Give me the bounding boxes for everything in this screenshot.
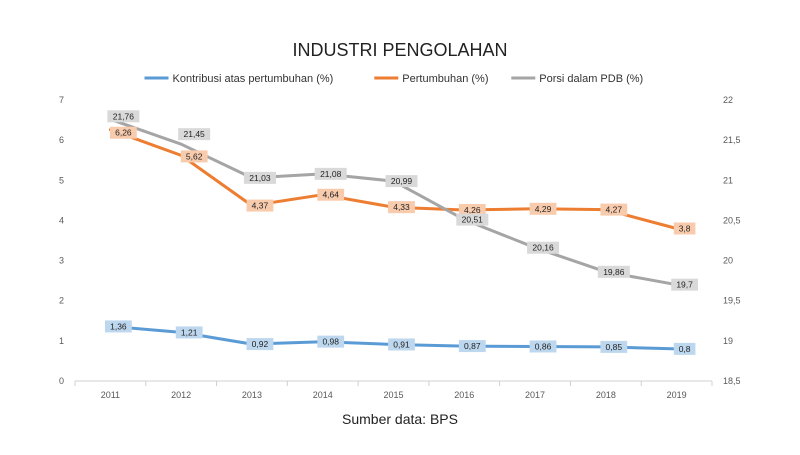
data-label: 4,26 bbox=[464, 205, 481, 215]
x-tick-label: 2016 bbox=[454, 390, 474, 400]
data-label-box bbox=[456, 213, 489, 226]
data-label: 21,76 bbox=[113, 111, 135, 121]
x-tick-label: 2012 bbox=[171, 390, 191, 400]
data-label-box bbox=[314, 167, 347, 180]
y-right-tick-label: 21,5 bbox=[723, 135, 741, 145]
chart-title: INDUSTRI PENGOLAHAN bbox=[292, 40, 507, 60]
data-label-box bbox=[385, 175, 418, 188]
y-right-tick-label: 19,5 bbox=[723, 296, 741, 306]
data-label-box bbox=[104, 320, 132, 333]
data-label-box bbox=[178, 128, 211, 141]
data-label-box bbox=[243, 171, 276, 184]
y-right-tick-label: 19 bbox=[723, 336, 733, 346]
x-tick-label: 2011 bbox=[101, 390, 120, 400]
data-label: 20,99 bbox=[391, 176, 413, 186]
y-left-tick-label: 6 bbox=[59, 135, 64, 145]
y-left-tick-label: 5 bbox=[59, 175, 64, 185]
data-label: 6,26 bbox=[115, 128, 132, 138]
data-label-box bbox=[597, 265, 630, 278]
data-label: 0,98 bbox=[322, 337, 339, 347]
x-tick-label: 2018 bbox=[596, 390, 616, 400]
x-tick-label: 2015 bbox=[383, 390, 403, 400]
data-label-box bbox=[388, 201, 415, 214]
data-label: 3,8 bbox=[679, 223, 691, 233]
data-labels: 1,36 1,21 0,92 0,98 0,91 0,87 0,86 0,85 0,8 6,26 5… bbox=[104, 110, 699, 355]
y-right-tick-label: 20,5 bbox=[723, 215, 741, 225]
y-left-tick-label: 4 bbox=[59, 215, 64, 225]
data-label: 21,45 bbox=[184, 129, 206, 139]
data-label: 1,21 bbox=[181, 327, 198, 337]
data-label-box bbox=[175, 326, 203, 339]
data-label-box bbox=[671, 278, 699, 291]
data-label-box bbox=[317, 188, 345, 201]
data-label: 0,85 bbox=[606, 342, 623, 352]
x-tick-label: 2017 bbox=[525, 390, 545, 400]
y-right-tick-label: 18,5 bbox=[723, 376, 741, 386]
data-label-box bbox=[107, 110, 140, 123]
data-label: 20,16 bbox=[532, 243, 554, 253]
data-label-box bbox=[529, 202, 557, 215]
data-label-box bbox=[246, 338, 274, 351]
data-label: 0,92 bbox=[252, 339, 269, 349]
y-right-tick-label: 21 bbox=[723, 175, 733, 185]
y-right-tick-label: 20 bbox=[723, 256, 733, 266]
data-label: 20,51 bbox=[462, 215, 484, 225]
data-label: 1,36 bbox=[110, 321, 127, 331]
legend-label-2: Pertumbuhan (%) bbox=[402, 73, 488, 85]
legend-label-1: Kontribusi atas pertumbuhan (%) bbox=[173, 73, 334, 85]
data-label-box bbox=[109, 126, 137, 139]
data-label-box bbox=[673, 222, 696, 235]
data-label: 4,29 bbox=[535, 204, 552, 214]
y-left-tick-label: 1 bbox=[59, 336, 64, 346]
data-label: 0,86 bbox=[535, 341, 552, 351]
data-label: 21,08 bbox=[320, 169, 342, 179]
data-label-box bbox=[529, 340, 557, 353]
data-label: 4,27 bbox=[606, 205, 623, 215]
data-label: 4,37 bbox=[252, 201, 269, 211]
data-label-box bbox=[600, 340, 628, 353]
data-label: 0,8 bbox=[679, 344, 691, 354]
data-label-box bbox=[246, 199, 274, 212]
data-label: 0,91 bbox=[393, 339, 410, 349]
data-label-box bbox=[458, 203, 486, 216]
legend-label-3: Porsi dalam PDB (%) bbox=[539, 73, 643, 85]
y-right-tick-label: 22 bbox=[723, 95, 733, 105]
x-tick-label: 2013 bbox=[242, 390, 262, 400]
axes: 2011 2012 2013 2014 2015 2016 2017 2018 20190123… bbox=[59, 95, 741, 400]
data-label: 19,7 bbox=[676, 280, 693, 290]
legend: Kontribusi atas pertumbuhan (%) Pertumbuh… bbox=[144, 73, 643, 85]
data-label: 4,33 bbox=[393, 202, 410, 212]
x-tick-label: 2014 bbox=[313, 390, 333, 400]
source-footer: Sumber data: BPS bbox=[342, 411, 458, 427]
x-tick-label: 2019 bbox=[667, 390, 687, 400]
y-left-tick-label: 2 bbox=[59, 296, 64, 306]
data-label: 19,86 bbox=[603, 267, 625, 277]
data-label-box bbox=[317, 335, 345, 348]
y-left-tick-label: 7 bbox=[59, 95, 64, 105]
data-label: 5,62 bbox=[186, 151, 203, 161]
data-label: 21,03 bbox=[249, 173, 271, 183]
data-label: 0,87 bbox=[464, 341, 481, 351]
data-label-box bbox=[527, 241, 560, 254]
y-left-tick-label: 3 bbox=[59, 256, 64, 266]
data-label-box bbox=[388, 338, 415, 351]
y-left-tick-label: 0 bbox=[59, 376, 64, 386]
data-label-box bbox=[180, 150, 208, 163]
data-label-box bbox=[458, 340, 486, 353]
data-label-box bbox=[600, 203, 628, 216]
data-label-box bbox=[673, 342, 696, 355]
data-label: 4,64 bbox=[322, 190, 339, 200]
